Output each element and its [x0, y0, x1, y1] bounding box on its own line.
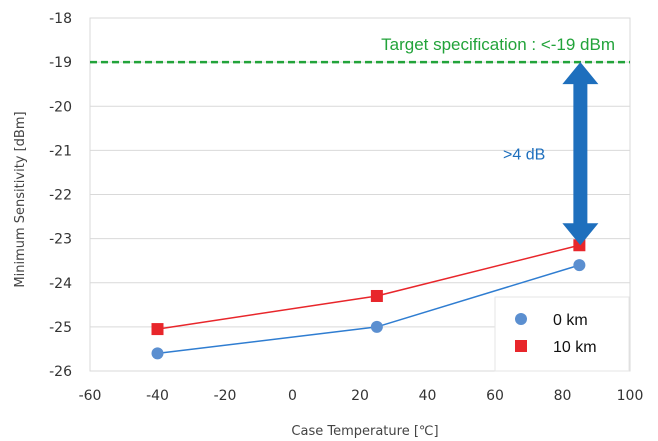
y-tick-label: -24	[49, 276, 72, 292]
data-point-0	[151, 347, 164, 360]
x-tick-label: 80	[554, 388, 572, 404]
y-tick-label: -20	[49, 99, 72, 115]
data-point-1	[151, 323, 164, 336]
target-specification-line: Target specification : <-19 dBm	[90, 35, 630, 64]
y-tick-label: -26	[49, 364, 72, 380]
x-tick-label: 20	[351, 388, 369, 404]
y-tick-label: -25	[49, 320, 72, 336]
y-tick-label: -19	[49, 55, 72, 71]
x-tick-label: 0	[288, 388, 297, 404]
x-tick-label: -20	[214, 388, 237, 404]
legend-marker-0	[515, 313, 527, 325]
x-tick-label: -40	[146, 388, 169, 404]
target-specification-label: Target specification : <-19 dBm	[381, 35, 615, 54]
y-tick-label: -21	[49, 143, 72, 159]
x-axis-title: Case Temperature [℃]	[291, 424, 438, 439]
legend-marker-1	[515, 340, 527, 352]
data-point-0	[370, 320, 383, 333]
y-tick-label: -18	[49, 11, 72, 27]
series-layer	[151, 239, 586, 360]
legend-label-1: 10 km	[553, 339, 597, 356]
annotations-layer: >4 dB	[503, 62, 599, 246]
x-tick-label: 40	[419, 388, 437, 404]
x-tick-label: 100	[617, 388, 644, 404]
legend-label-0: 0 km	[553, 312, 588, 329]
legend-box	[494, 296, 630, 372]
data-point-0	[573, 259, 586, 272]
x-tick-label: -60	[79, 388, 102, 404]
data-point-1	[370, 289, 383, 302]
gap-label: >4 dB	[503, 147, 545, 164]
y-axis-title: Minimum Sensitivity [dBm]	[13, 111, 28, 287]
legend: 0 km 10 km	[494, 296, 630, 372]
axes-layer: -18 -19 -20 -21 -22 -23 -24 -25 -26 -60 -40 -20 0 20 4…	[13, 11, 643, 439]
y-tick-label: -22	[49, 188, 72, 204]
y-tick-label: -23	[49, 232, 72, 248]
double-arrow	[562, 62, 599, 246]
x-tick-label: 60	[486, 388, 504, 404]
